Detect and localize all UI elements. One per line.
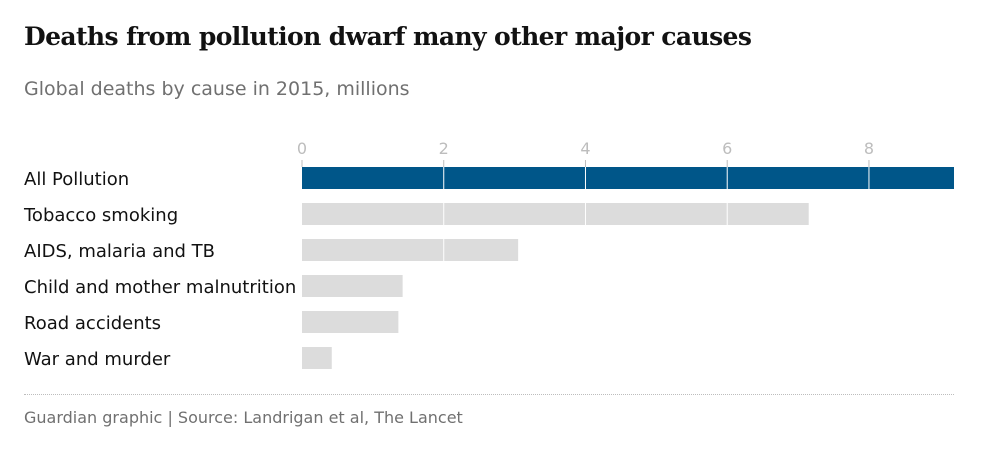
chart-subtitle: Global deaths by cause in 2015, millions: [24, 78, 410, 100]
source-note: Guardian graphic | Source: Landrigan et …: [24, 408, 463, 427]
gridlines: [443, 167, 870, 369]
category-label-0: All Pollution: [24, 169, 129, 190]
bar-5: [302, 347, 332, 369]
category-labels: All Pollution Tobacco smoking AIDS, malari…: [23, 169, 296, 370]
bar-3: [302, 275, 403, 297]
bar-0: [302, 167, 954, 189]
bar-1: [302, 203, 809, 225]
footer-divider: [24, 394, 954, 395]
bars: [302, 167, 954, 369]
category-label-3: Child and mother malnutrition: [24, 277, 296, 298]
category-label-4: Road accidents: [24, 313, 161, 334]
x-tick-label-2: 2: [439, 139, 449, 158]
category-label-1: Tobacco smoking: [23, 205, 178, 226]
x-tick-label-8: 8: [864, 139, 874, 158]
bar-4: [302, 311, 399, 333]
bar-2: [302, 239, 519, 261]
category-label-5: War and murder: [24, 349, 171, 370]
x-tick-label-0: 0: [297, 139, 307, 158]
x-tick-label-4: 4: [580, 139, 590, 158]
chart-title: Deaths from pollution dwarf many other m…: [24, 22, 752, 51]
x-axis-ticks: 0 2 4 6 8: [297, 139, 874, 167]
x-tick-label-6: 6: [722, 139, 732, 158]
category-label-2: AIDS, malaria and TB: [24, 241, 215, 262]
